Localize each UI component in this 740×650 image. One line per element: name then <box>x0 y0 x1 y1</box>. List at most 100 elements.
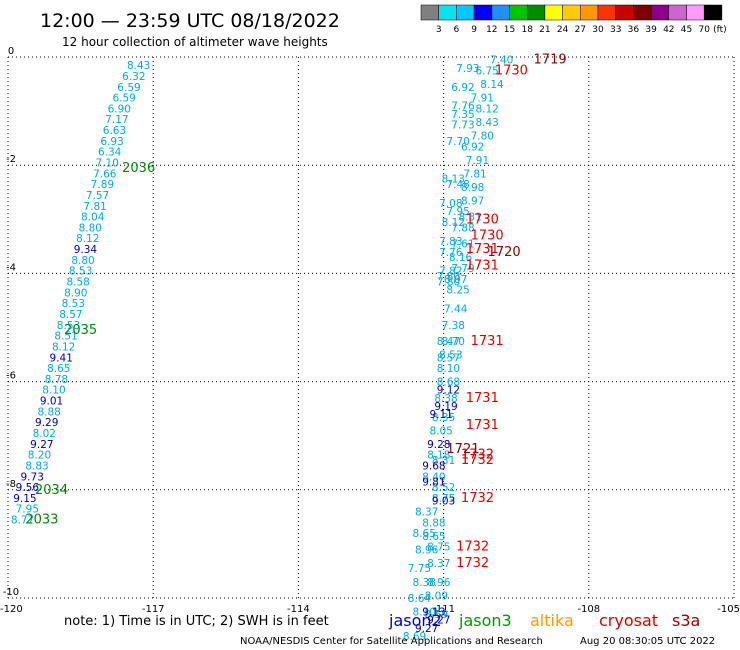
colorbar-label: 21 <box>539 25 550 35</box>
wave-height-label: 8.02 <box>33 428 56 440</box>
legend-jason2: jason2 <box>388 611 442 630</box>
wave-height-label: 8.40 <box>422 471 445 483</box>
wave-height-label: 8.05 <box>429 425 452 437</box>
legend-s3a: s3a <box>672 611 700 630</box>
wave-height-label: 6.63 <box>103 125 126 137</box>
wave-height-label: 8.51 <box>54 331 77 343</box>
colorbar-swatch <box>509 4 528 21</box>
wave-height-label: 7.35 <box>451 109 474 121</box>
wave-height-label: 7.70 <box>446 136 469 148</box>
pass-time-label: 2034 <box>35 483 68 498</box>
pass-time-label: 1731 <box>466 418 499 433</box>
wave-height-label: 6.59 <box>112 93 135 105</box>
wave-height-label: 7.73 <box>451 120 474 132</box>
note-text: note: 1) Time is in UTC; 2) SWH is in fe… <box>64 614 329 629</box>
chart-subtitle: 12 hour collection of altimeter wave hei… <box>62 35 328 49</box>
x-tick-label: -105 <box>717 604 740 615</box>
wave-height-label: 7.80 <box>437 277 460 289</box>
x-tick-label: -111 <box>432 604 455 615</box>
pass-time-label: 1730 <box>471 229 504 244</box>
wave-height-label: 9.15 <box>13 493 36 505</box>
wave-height-label: 9.28 <box>427 439 450 451</box>
colorbar-swatch <box>473 4 493 21</box>
wave-height-label: 8.77 <box>11 515 34 527</box>
wave-height-label: 8.53 <box>57 320 80 332</box>
wave-height-label: 8.52 <box>432 482 455 494</box>
wave-height-label: 8.12 <box>52 341 75 353</box>
wave-height-label: 6.90 <box>108 103 131 115</box>
wave-height-label: 7.80 <box>471 130 494 142</box>
legend-cryosat: cryosat <box>599 611 658 630</box>
wave-height-label: 8.90 <box>64 287 87 299</box>
y-tick-label: -8 <box>6 479 16 490</box>
x-tick-label: -117 <box>142 604 165 615</box>
wave-height-labels: 8.436.326.596.596.907.176.636.936.347.10… <box>11 53 567 643</box>
wave-height-label: 8.75 <box>427 542 450 554</box>
pass-time-label: 1732 <box>461 448 494 463</box>
wave-height-label: 8.64 <box>408 593 432 605</box>
y-tick-label: -10 <box>3 587 19 598</box>
wave-height-label: 6.32 <box>122 71 145 83</box>
wave-height-label: 8.35 <box>432 412 455 424</box>
colorbar-label: 45 <box>681 25 692 35</box>
colorbar-swatch <box>703 4 723 21</box>
pass-time-label: 1732 <box>461 453 494 468</box>
wave-height-label: 8.10 <box>42 385 65 397</box>
wave-height-label: 8.31 <box>459 212 482 224</box>
colorbar-swatch <box>491 4 510 21</box>
wave-height-label: 8.83 <box>25 460 48 472</box>
wave-height-label: 8.88 <box>37 406 60 418</box>
wave-height-label: 7.38 <box>442 320 465 332</box>
wave-height-label: 6.93 <box>100 136 123 148</box>
x-tick-label: -120 <box>0 604 23 615</box>
colorbar-label: 33 <box>610 25 621 35</box>
wave-height-label: 8.31 <box>432 455 455 467</box>
colorbar-label: 42 <box>663 25 674 35</box>
colorbar-label: 24 <box>557 25 569 35</box>
wave-height-label: 8.65 <box>47 363 70 375</box>
wave-height-label: 7.76 <box>439 247 463 259</box>
wave-height-label: 8.20 <box>28 450 51 462</box>
y-tick-label: 0 <box>8 46 14 57</box>
footer-credit: NOAA/NESDIS Center for Satellite Applica… <box>240 636 543 647</box>
wave-height-label: 8.13 <box>442 174 465 186</box>
y-tick-label: -6 <box>6 371 16 382</box>
wave-height-label: 9.11 <box>429 409 452 421</box>
colorbar-swatch <box>615 4 634 21</box>
wave-height-label: 9.73 <box>21 471 44 483</box>
colorbar-swatch <box>686 4 705 21</box>
wave-height-label: 8.37 <box>415 506 438 518</box>
wave-height-label: 8.96 <box>427 577 451 589</box>
wave-height-label: 8.18 <box>427 450 450 462</box>
wave-height-label: 6.92 <box>451 82 474 94</box>
pass-time-label: 1731 <box>466 391 499 406</box>
wave-height-label: 9.34 <box>74 244 98 256</box>
pass-time-label: 1732 <box>461 491 494 506</box>
wave-height-label: 8.88 <box>422 517 445 529</box>
x-tick-label: -108 <box>577 604 600 615</box>
y-tick-label: -2 <box>6 154 16 165</box>
wave-height-label: 8.57 <box>437 352 460 364</box>
wave-height-label: 8.97 <box>461 195 484 207</box>
x-tick-label: -114 <box>287 604 310 615</box>
wave-height-label: 7.91 <box>471 93 494 105</box>
wave-height-label: 8.70 <box>442 336 465 348</box>
wave-height-label: 8.12 <box>475 103 498 115</box>
wave-height-label: 8.16 <box>449 252 473 264</box>
wave-height-label: 8.53 <box>62 298 85 310</box>
wave-height-label: 6.92 <box>461 141 484 153</box>
colorbar-label: 27 <box>575 25 586 35</box>
wave-height-label: 7.81 <box>463 168 486 180</box>
wave-height-label: 8.14 <box>480 79 504 91</box>
pass-time-label: 2033 <box>25 513 58 528</box>
wave-height-label: 8.65 <box>413 528 436 540</box>
wave-height-label: 8.69 <box>403 631 426 643</box>
pass-time-label: 1731 <box>466 242 499 257</box>
colorbar-swatch <box>544 4 563 21</box>
colorbar-label: 39 <box>645 25 657 35</box>
colorbar-swatch <box>526 4 546 21</box>
colorbar-swatch <box>420 4 439 21</box>
wave-height-label: 9.27 <box>30 439 53 451</box>
wave-height-label: 8.57 <box>59 309 82 321</box>
colorbar-label: 15 <box>504 25 515 35</box>
